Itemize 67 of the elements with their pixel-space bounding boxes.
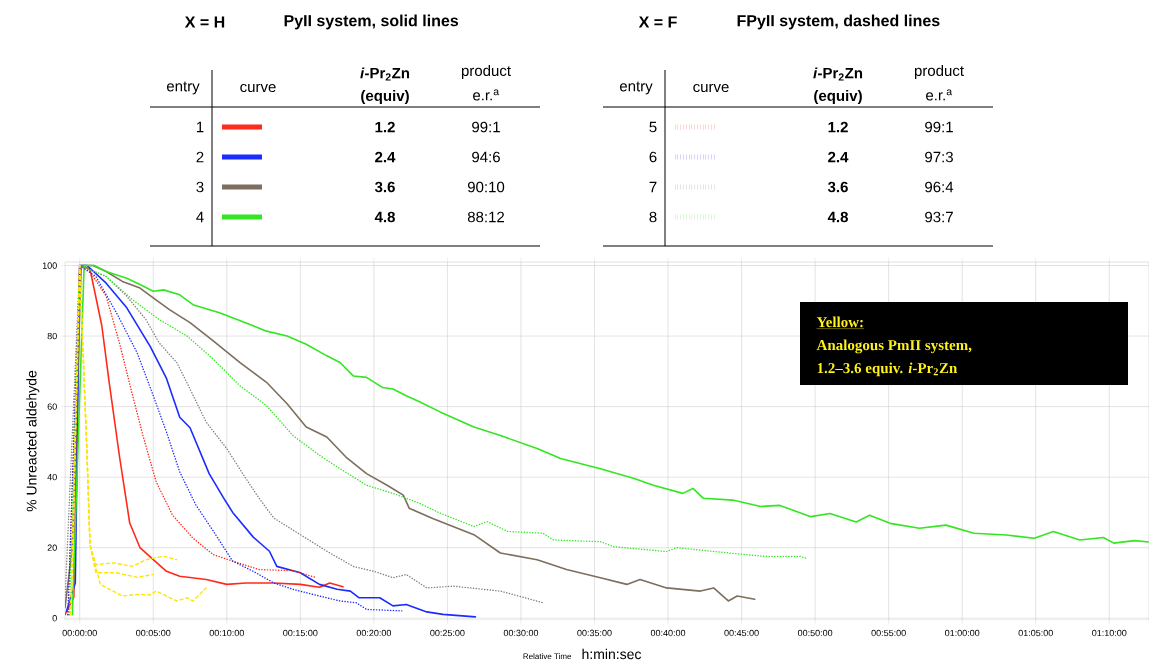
x-axis-title: Relative Time xyxy=(523,653,572,660)
text: product xyxy=(914,65,964,79)
text: curve xyxy=(240,83,276,93)
text: e.r.$^{a}$ xyxy=(926,89,953,101)
text: (equiv) xyxy=(814,90,862,104)
text: 99:1 xyxy=(925,121,953,133)
x-tick-label: 00:35:00 xyxy=(577,629,612,637)
x-tick-label: 00:10:00 xyxy=(209,629,244,637)
legend-label: 3 xyxy=(196,181,204,193)
text: entry xyxy=(619,81,653,95)
annotation: 1.2–3.6 equiv. i-Pr$_{2}$Zn xyxy=(817,362,958,377)
legend-label: 2 xyxy=(196,151,204,163)
x-tick-label: 00:45:00 xyxy=(724,629,759,637)
text: 96:4 xyxy=(925,181,954,193)
x-tick-label: 00:20:00 xyxy=(356,629,392,637)
text: i-Pr$_{2}$Zn xyxy=(813,67,863,81)
legend-label: 4 xyxy=(196,211,204,223)
text: 4.8 xyxy=(374,211,395,223)
y-axis-title: % Unreacted aldehyde xyxy=(26,370,40,512)
legend-label: 7 xyxy=(649,181,657,193)
x-tick-label: 00:30:00 xyxy=(503,629,539,637)
legend-label: 8 xyxy=(649,211,657,223)
y-tick-label: 100 xyxy=(42,262,57,269)
y-tick-label: 80 xyxy=(47,332,57,340)
text: 1.2 xyxy=(375,121,395,133)
text: 2.4 xyxy=(375,151,396,163)
text: i-Pr$_{2}$Zn xyxy=(360,67,410,81)
y-tick-label: 60 xyxy=(47,403,57,410)
text: 4.8 xyxy=(827,211,848,223)
text: 3.6 xyxy=(374,181,395,193)
text: X = H xyxy=(184,16,225,28)
text: e.r.$^{a}$ xyxy=(473,89,500,101)
text: 97:3 xyxy=(925,151,953,163)
y-tick-label: 0 xyxy=(52,615,57,622)
text: 1.2 xyxy=(828,121,848,133)
y-tick-label: 40 xyxy=(47,473,57,481)
text: X = F xyxy=(638,16,677,28)
legend-label: 5 xyxy=(649,121,657,133)
text: FPyII system, dashed lines xyxy=(737,14,940,30)
text: curve xyxy=(693,83,729,93)
x-tick-label: 00:05:00 xyxy=(136,629,171,637)
x-tick-label: 00:55:00 xyxy=(871,629,906,637)
text: 93:7 xyxy=(925,211,953,223)
text: 3.6 xyxy=(827,181,848,193)
text: 99:1 xyxy=(472,121,500,133)
text: 88:12 xyxy=(467,211,505,223)
text: 94:6 xyxy=(472,151,500,163)
text: h:min:sec xyxy=(582,648,642,660)
text: 90:10 xyxy=(467,181,505,193)
x-tick-label: 00:50:00 xyxy=(797,629,833,637)
y-tick-label: 20 xyxy=(47,544,57,551)
x-tick-label: 00:00:00 xyxy=(62,629,97,637)
text: product xyxy=(461,65,511,79)
text: PyII system, solid lines xyxy=(284,14,459,30)
text: entry xyxy=(166,81,200,95)
x-tick-label: 00:25:00 xyxy=(430,629,465,637)
x-tick-label: 01:10:00 xyxy=(1092,629,1127,637)
annotation: Analogous PmII system, xyxy=(816,339,972,354)
legend-label: 1 xyxy=(196,121,204,133)
x-tick-label: 01:05:00 xyxy=(1018,629,1053,637)
x-tick-label: 00:15:00 xyxy=(283,629,318,637)
x-tick-label: 01:00:00 xyxy=(945,629,980,637)
annotation: Yellow: xyxy=(816,316,863,328)
text: 2.4 xyxy=(828,151,849,163)
legend-label: 6 xyxy=(649,151,657,163)
x-tick-label: 00:40:00 xyxy=(650,629,686,637)
text: (equiv) xyxy=(361,90,409,104)
